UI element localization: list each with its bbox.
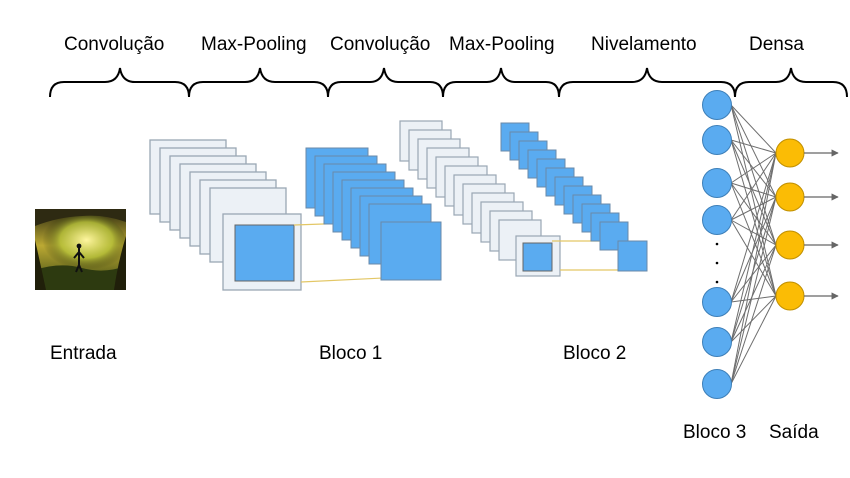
brace-flatten (558, 67, 736, 98)
conv2-filter-window (522, 242, 553, 272)
output-node (775, 182, 805, 212)
dense-edge (730, 182, 777, 246)
label-block-1: Bloco 1 (319, 343, 383, 364)
output-nodes (775, 138, 805, 311)
dense-edge (730, 219, 777, 246)
stage-label-maxpooling-2: Max-Pooling (449, 34, 555, 55)
brace-convolution-2 (327, 67, 444, 98)
stage-label-convolution-2: Convolução (330, 34, 431, 55)
dense-edge (730, 219, 777, 297)
brace-maxpooling-2 (442, 67, 560, 98)
dense-edge (730, 182, 777, 198)
stage-label-flatten: Nivelamento (591, 34, 697, 55)
brace-dense (734, 67, 848, 98)
dense-edge (730, 295, 777, 343)
stage-label-convolution-1: Convolução (64, 34, 165, 55)
stage-label-dense: Densa (749, 34, 804, 55)
dense-edge (730, 244, 777, 303)
dense-edge (730, 139, 777, 297)
conv1-filter-window (234, 224, 295, 282)
dense-edge (730, 152, 777, 303)
dense-edges (730, 104, 777, 385)
dense-edge (730, 182, 777, 297)
dense-edge (730, 139, 777, 154)
dense-edge (730, 152, 777, 221)
dense-edge (730, 295, 777, 303)
flatten-node (702, 90, 732, 120)
conv2-feature-maps (399, 120, 561, 277)
dense-edge (730, 104, 777, 198)
dense-edge (730, 152, 777, 184)
dense-edge (730, 244, 777, 343)
flatten-node (702, 125, 732, 155)
brace-convolution-1 (49, 67, 190, 98)
vertical-ellipsis (715, 242, 719, 284)
stage-label-maxpooling-1: Max-Pooling (201, 34, 307, 55)
label-input: Entrada (50, 343, 117, 364)
stage-braces (49, 67, 848, 98)
brace-maxpooling-1 (188, 67, 329, 98)
label-block-3: Bloco 3 (683, 422, 747, 443)
output-node (775, 230, 805, 260)
dense-edge (730, 295, 777, 385)
dense-edge (730, 104, 777, 154)
label-output: Saída (769, 422, 819, 443)
output-node (775, 281, 805, 311)
flatten-node (702, 369, 732, 399)
dense-edge (730, 152, 777, 385)
flatten-node (702, 205, 732, 235)
flatten-nodes (702, 90, 732, 399)
dense-edge (730, 104, 777, 297)
cave-photo-icon (35, 209, 126, 290)
dense-edge (730, 152, 777, 343)
label-block-2: Bloco 2 (563, 343, 627, 364)
dense-edge (730, 244, 777, 385)
pool1-feature-maps (305, 147, 442, 281)
flatten-node (702, 168, 732, 198)
pool2-feature-maps (500, 122, 648, 272)
output-node (775, 138, 805, 168)
flatten-node (702, 287, 732, 317)
flatten-node (702, 327, 732, 357)
dense-edge (730, 196, 777, 385)
dense-edge (730, 196, 777, 221)
output-arrows (804, 149, 839, 300)
